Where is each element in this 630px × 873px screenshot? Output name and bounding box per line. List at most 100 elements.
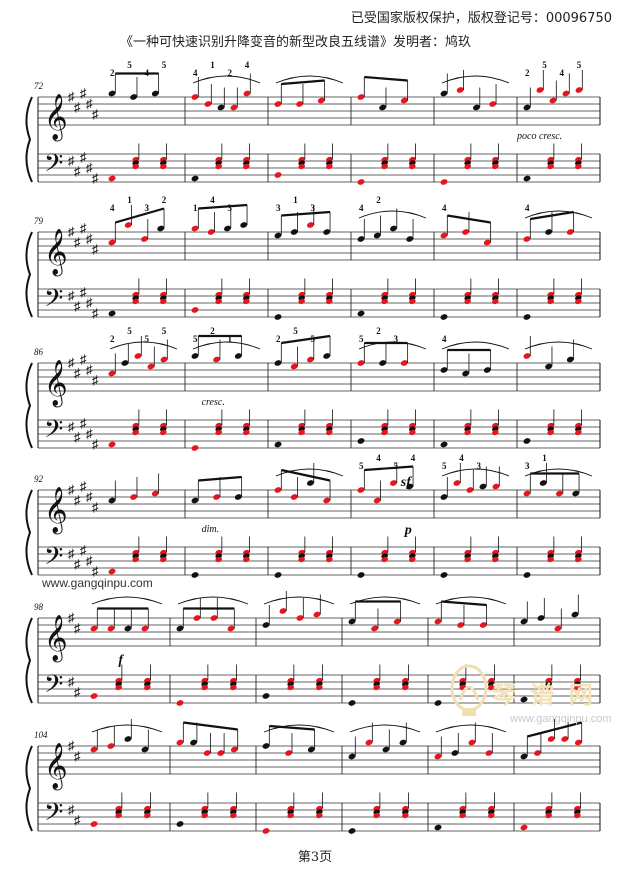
key-sharp-icon: ♯ — [68, 355, 75, 370]
treble-note — [234, 494, 242, 500]
fingering-number: 2 — [276, 334, 281, 344]
key-sharp-icon: ♯ — [68, 546, 75, 561]
brace-icon — [25, 231, 33, 318]
score-subtitle: 《一种可快速识别升降变音的新型改良五线谱》发明者：鸠玖 — [120, 35, 472, 50]
treble-note — [317, 97, 325, 104]
treble-note — [274, 232, 282, 239]
key-sharp-icon: ♯ — [86, 426, 93, 441]
bass-chord-note — [381, 298, 388, 305]
treble-note — [440, 494, 448, 500]
note-beam — [441, 600, 487, 607]
fingering-number: 5 — [162, 60, 167, 70]
treble-note — [141, 625, 149, 632]
fingering-number: 5 — [127, 60, 132, 70]
bass-note — [523, 438, 531, 444]
treble-note — [204, 101, 212, 107]
treble-note — [523, 104, 531, 111]
fingering-number: 4 — [210, 195, 215, 205]
treble-note — [365, 739, 373, 746]
treble-note — [566, 229, 574, 235]
note-beam — [530, 210, 574, 221]
bass-note — [440, 179, 448, 185]
treble-clef-icon: 𝄞 — [44, 487, 68, 535]
treble-note — [523, 236, 531, 242]
watermark-logo-text: 琴 谱 网 — [492, 681, 596, 709]
treble-note — [90, 625, 98, 632]
bass-chord-note — [409, 298, 416, 305]
bass-chord-note — [464, 298, 471, 305]
treble-note — [547, 736, 555, 742]
treble-note — [379, 360, 387, 366]
treble-note — [520, 753, 528, 760]
treble-note — [176, 739, 184, 746]
bass-chord-note — [298, 298, 305, 305]
treble-note — [240, 222, 248, 228]
bass-note — [262, 693, 270, 699]
treble-note — [217, 104, 225, 111]
bass-chord-note — [215, 163, 222, 170]
bass-note — [357, 310, 365, 317]
bass-note — [191, 445, 199, 451]
key-sharp-icon: ♯ — [86, 96, 93, 111]
key-sharp-icon: ♯ — [68, 288, 75, 303]
key-sharp-icon: ♯ — [74, 749, 81, 764]
treble-note — [400, 360, 408, 366]
fingering-number: 5 — [542, 60, 547, 70]
treble-note — [290, 363, 298, 370]
slur — [275, 468, 344, 477]
dynamic-mark: sf — [400, 475, 412, 490]
bass-chord-note — [488, 684, 495, 691]
key-sharp-icon: ♯ — [80, 479, 87, 494]
key-sharp-icon: ♯ — [74, 100, 81, 115]
key-sharp-icon: ♯ — [68, 738, 75, 753]
key-sharp-icon: ♯ — [92, 107, 99, 122]
bass-note — [348, 700, 356, 706]
treble-note — [466, 487, 474, 493]
slur — [441, 341, 510, 350]
slur — [524, 468, 593, 477]
treble-note — [545, 229, 553, 235]
key-sharp-icon: ♯ — [74, 557, 81, 572]
bass-chord-note — [298, 429, 305, 436]
key-sharp-icon: ♯ — [80, 352, 87, 367]
bass-note — [348, 828, 356, 834]
treble-note — [108, 239, 116, 246]
treble-note — [230, 746, 238, 753]
bass-chord-note — [464, 556, 471, 563]
treble-note — [230, 104, 238, 111]
treble-note — [108, 370, 116, 377]
treble-note — [539, 480, 547, 486]
fingering-number: 2 — [110, 68, 115, 78]
treble-note — [108, 90, 116, 97]
treble-note — [489, 101, 497, 107]
key-sharp-icon: ♯ — [86, 553, 93, 568]
slur — [177, 596, 249, 605]
bass-chord-note — [409, 556, 416, 563]
fingering-number: 5 — [193, 334, 198, 344]
bass-clef-icon: 𝄢 — [44, 543, 63, 576]
bass-note — [262, 828, 270, 834]
key-sharp-icon: ♯ — [92, 500, 99, 515]
bass-chord-note — [243, 163, 250, 170]
bass-chord-note — [464, 163, 471, 170]
treble-note — [348, 753, 356, 760]
bass-note — [274, 572, 282, 578]
fingering-number: 4 — [459, 453, 464, 463]
treble-note — [121, 360, 129, 366]
brace-icon — [25, 96, 33, 183]
bass-chord-note — [132, 163, 139, 170]
bass-note — [176, 821, 184, 827]
fingering-number: 1 — [127, 195, 132, 205]
key-sharp-icon: ♯ — [74, 493, 81, 508]
bass-chord-note — [115, 812, 122, 819]
treble-note — [151, 90, 159, 97]
bass-chord-note — [115, 684, 122, 691]
key-sharp-icon: ♯ — [92, 306, 99, 321]
bass-chord-note — [492, 556, 499, 563]
treble-note — [193, 615, 201, 621]
bass-note — [357, 572, 365, 578]
key-sharp-icon: ♯ — [80, 221, 87, 236]
slur — [349, 596, 421, 605]
bass-chord-note — [298, 163, 305, 170]
